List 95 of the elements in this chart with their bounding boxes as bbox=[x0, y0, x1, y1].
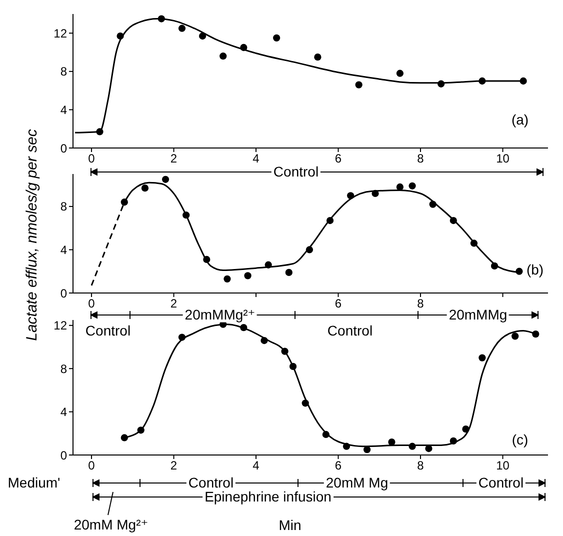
y-tick-label: 12 bbox=[54, 318, 68, 333]
x-tick-label: 2 bbox=[170, 296, 178, 311]
y-tick-label: 4 bbox=[60, 405, 68, 420]
point bbox=[120, 434, 128, 442]
annotation: Control bbox=[83, 322, 133, 339]
point bbox=[408, 182, 416, 190]
y-tick-label: 4 bbox=[60, 102, 68, 117]
point bbox=[120, 198, 128, 206]
text: Medium' bbox=[6, 474, 62, 491]
point bbox=[203, 256, 210, 264]
text: Control bbox=[476, 474, 526, 491]
point bbox=[260, 336, 268, 344]
x-tick-label: 6 bbox=[334, 458, 342, 473]
point bbox=[158, 15, 165, 22]
annotation: (c) bbox=[510, 431, 530, 448]
point bbox=[162, 176, 170, 183]
point bbox=[198, 32, 206, 40]
point bbox=[470, 240, 478, 247]
x-tick-label: 0 bbox=[88, 458, 96, 473]
point bbox=[478, 77, 486, 85]
point bbox=[220, 52, 227, 60]
y-tick-label: 8 bbox=[60, 200, 68, 214]
point bbox=[478, 354, 486, 362]
y-tick-label: 0 bbox=[60, 141, 68, 156]
x-tick-label: 8 bbox=[417, 458, 424, 473]
point bbox=[347, 192, 354, 200]
y-tick-label: 4 bbox=[60, 242, 68, 257]
x-tick-label: 2 bbox=[170, 458, 178, 473]
point bbox=[273, 34, 280, 42]
y-tick-label: 0 bbox=[60, 286, 68, 300]
annotation: (b) bbox=[524, 261, 546, 278]
point bbox=[438, 80, 445, 88]
point bbox=[281, 348, 288, 355]
point bbox=[314, 54, 322, 61]
y-tick-label: 12 bbox=[54, 26, 68, 40]
point bbox=[372, 190, 379, 198]
point bbox=[141, 184, 149, 192]
point bbox=[388, 438, 396, 446]
x-tick-label: 0 bbox=[88, 152, 96, 166]
point bbox=[326, 216, 334, 224]
point bbox=[516, 268, 523, 275]
point bbox=[462, 426, 470, 433]
point bbox=[137, 426, 144, 434]
x-tick-label: 0 bbox=[88, 296, 96, 311]
point bbox=[178, 334, 186, 341]
annotation: 20mMMg²⁺ bbox=[182, 306, 258, 323]
point bbox=[363, 446, 371, 454]
point bbox=[302, 400, 309, 407]
x-tick-label: 4 bbox=[252, 458, 260, 473]
point bbox=[396, 70, 404, 77]
x-tick-label: 8 bbox=[417, 152, 424, 166]
x-tick-label: 2 bbox=[170, 152, 178, 166]
point bbox=[285, 268, 292, 276]
x-tick-label: 10 bbox=[496, 458, 510, 473]
point bbox=[116, 32, 124, 40]
point bbox=[408, 442, 416, 450]
x-tick-label: 6 bbox=[334, 152, 342, 166]
point bbox=[182, 212, 190, 219]
y-tick-label: 0 bbox=[60, 448, 68, 462]
point bbox=[520, 77, 527, 85]
y-axis-title: Lactate efflux, nmoles/g per sec bbox=[24, 129, 40, 341]
point bbox=[429, 200, 436, 208]
point bbox=[244, 272, 252, 280]
point bbox=[224, 275, 231, 282]
point bbox=[450, 216, 457, 224]
text: Control bbox=[186, 474, 236, 491]
annotation: 20mMMg bbox=[446, 306, 510, 323]
point bbox=[240, 44, 248, 52]
point bbox=[178, 24, 186, 32]
x-tick-label: 8 bbox=[417, 296, 424, 311]
point bbox=[289, 362, 297, 370]
text: 20mM Mg bbox=[324, 474, 390, 491]
text: Epinephrine infusion bbox=[202, 488, 334, 505]
point bbox=[264, 261, 272, 268]
point bbox=[355, 81, 362, 88]
point bbox=[342, 442, 350, 450]
annotation: Control bbox=[325, 322, 375, 339]
y-tick-label: 8 bbox=[60, 362, 68, 376]
x-axis-title: Min bbox=[278, 517, 302, 533]
x-tick-label: 10 bbox=[496, 152, 510, 166]
text: 20mM Mg²⁺ bbox=[72, 516, 150, 533]
point bbox=[512, 332, 519, 340]
y-tick-label: 8 bbox=[60, 64, 68, 79]
point bbox=[240, 324, 248, 332]
annotation: (a) bbox=[509, 111, 531, 128]
annotation: Control bbox=[271, 163, 321, 180]
point bbox=[396, 183, 404, 191]
x-tick-label: 4 bbox=[252, 152, 260, 166]
point bbox=[306, 246, 314, 254]
x-tick-label: 6 bbox=[334, 296, 342, 311]
point bbox=[450, 437, 457, 445]
point bbox=[532, 330, 540, 338]
point bbox=[322, 430, 330, 438]
point bbox=[490, 262, 498, 270]
point bbox=[96, 128, 104, 136]
